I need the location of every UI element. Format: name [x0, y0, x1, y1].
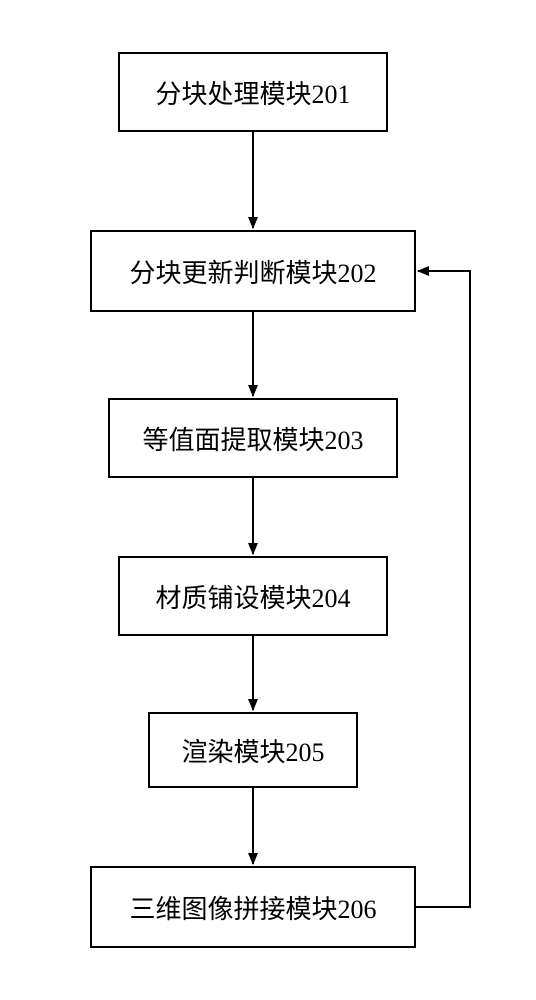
arrows-layer — [0, 0, 536, 1000]
node-3d-image-stitching: 三维图像拼接模块206 — [90, 866, 416, 948]
node-isosurface-extraction: 等值面提取模块203 — [108, 398, 398, 478]
node-material-laying: 材质铺设模块204 — [118, 556, 388, 636]
node-label: 材质铺设模块204 — [155, 578, 350, 615]
flowchart-container: 分块处理模块201 分块更新判断模块202 等值面提取模块203 材质铺设模块2… — [0, 0, 536, 1000]
node-label: 分块更新判断模块202 — [129, 253, 376, 290]
node-block-update-judgment: 分块更新判断模块202 — [90, 230, 416, 312]
node-label: 渲染模块205 — [181, 732, 324, 769]
node-label: 分块处理模块201 — [155, 74, 350, 111]
node-label: 三维图像拼接模块206 — [129, 889, 376, 926]
node-rendering: 渲染模块205 — [148, 712, 358, 788]
node-block-processing: 分块处理模块201 — [118, 52, 388, 132]
node-label: 等值面提取模块203 — [142, 420, 363, 457]
edge-feedback — [416, 271, 470, 907]
